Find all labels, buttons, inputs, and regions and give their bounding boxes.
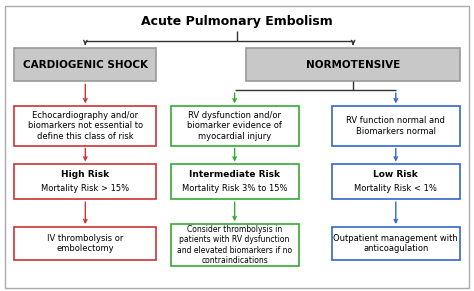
Text: RV dysfunction and/or
biomarker evidence of
myocardial injury: RV dysfunction and/or biomarker evidence… — [187, 111, 282, 141]
Text: High Risk: High Risk — [61, 171, 109, 179]
FancyBboxPatch shape — [332, 227, 460, 260]
Text: Mortality Risk > 15%: Mortality Risk > 15% — [41, 184, 129, 193]
FancyBboxPatch shape — [14, 48, 156, 81]
FancyBboxPatch shape — [332, 106, 460, 146]
Text: CARDIOGENIC SHOCK: CARDIOGENIC SHOCK — [23, 60, 148, 70]
FancyBboxPatch shape — [14, 106, 156, 146]
Text: NORMOTENSIVE: NORMOTENSIVE — [306, 60, 400, 70]
Text: Mortality Risk 3% to 15%: Mortality Risk 3% to 15% — [182, 184, 287, 193]
Text: Consider thrombolysis in
patients with RV dysfunction
and elevated biomarkers if: Consider thrombolysis in patients with R… — [177, 225, 292, 265]
Text: Intermediate Risk: Intermediate Risk — [189, 171, 280, 179]
FancyBboxPatch shape — [246, 48, 460, 81]
Text: Acute Pulmonary Embolism: Acute Pulmonary Embolism — [141, 15, 333, 28]
FancyBboxPatch shape — [171, 106, 299, 146]
Text: Outpatient management with
anticoagulation: Outpatient management with anticoagulati… — [333, 234, 458, 253]
FancyBboxPatch shape — [332, 164, 460, 199]
FancyBboxPatch shape — [171, 164, 299, 199]
FancyBboxPatch shape — [14, 164, 156, 199]
Text: Echocardiography and/or
biomarkers not essential to
define this class of risk: Echocardiography and/or biomarkers not e… — [28, 111, 143, 141]
FancyBboxPatch shape — [171, 224, 299, 266]
Text: Low Risk: Low Risk — [374, 171, 418, 179]
Text: Mortality Risk < 1%: Mortality Risk < 1% — [355, 184, 437, 193]
FancyBboxPatch shape — [14, 227, 156, 260]
Text: RV function normal and
Biomarkers normal: RV function normal and Biomarkers normal — [346, 116, 445, 136]
Text: IV thrombolysis or
embolectomy: IV thrombolysis or embolectomy — [47, 234, 124, 253]
